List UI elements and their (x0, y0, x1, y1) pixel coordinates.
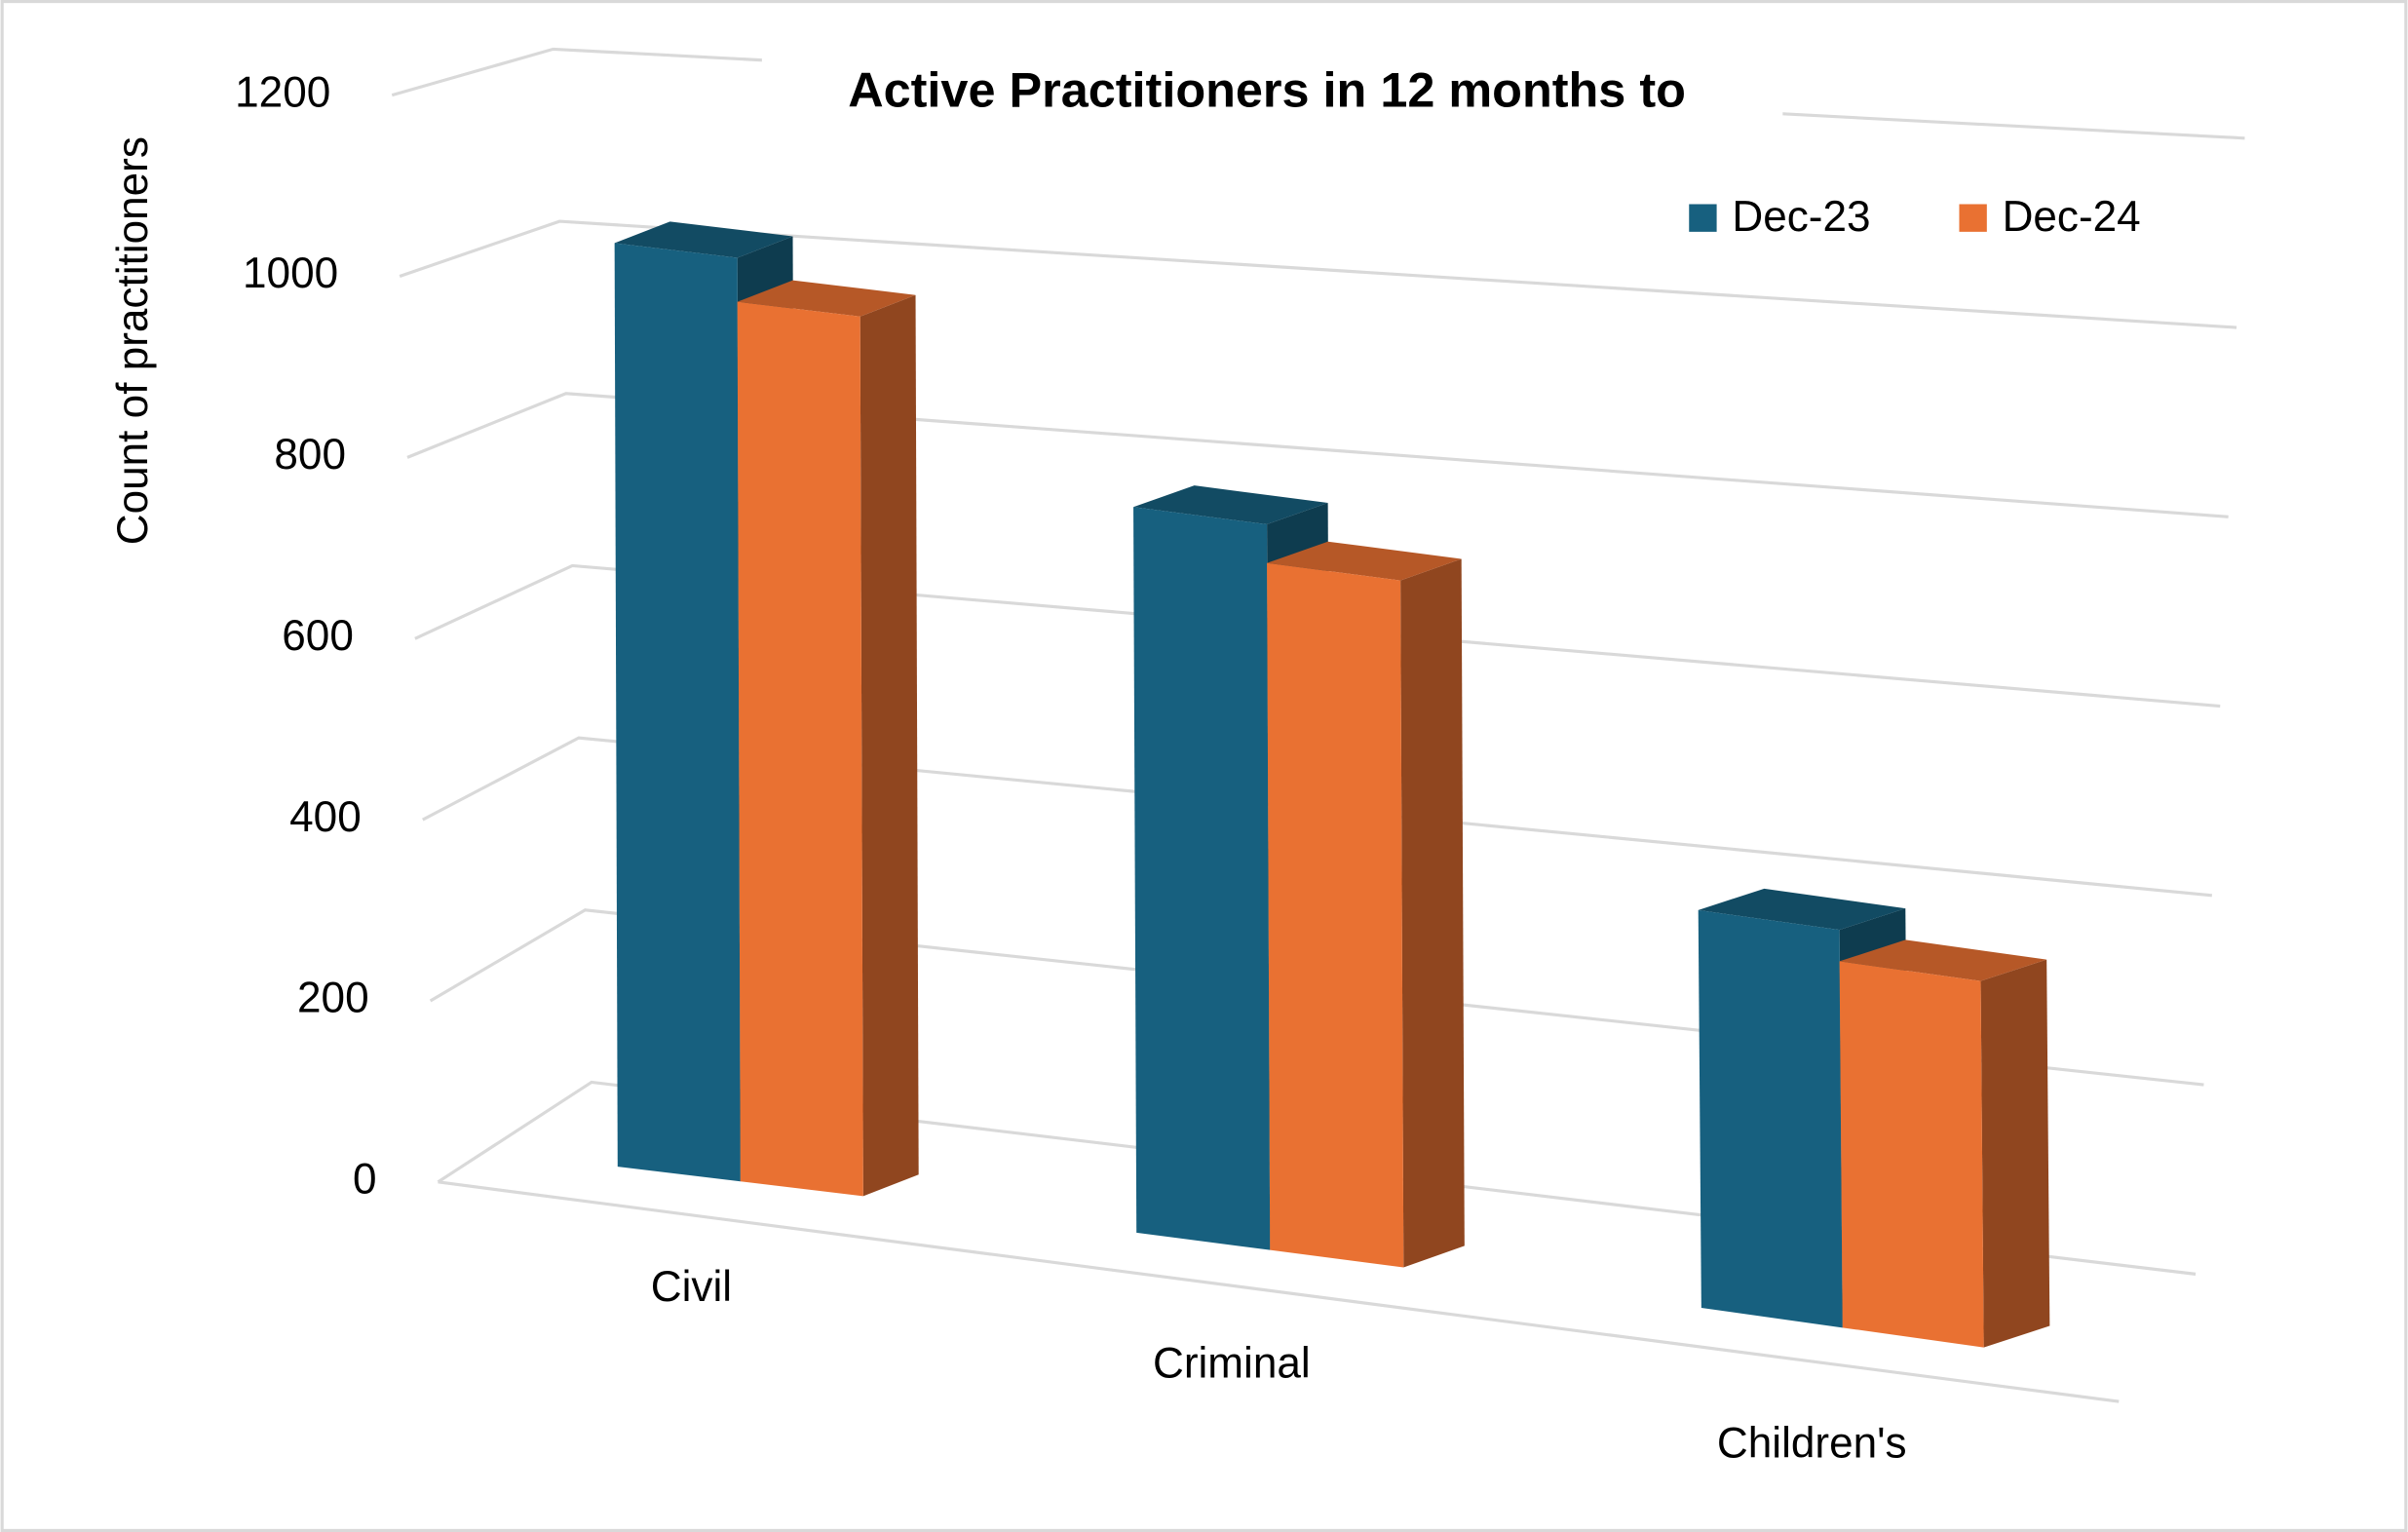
grid-line (429, 908, 2204, 1087)
bar (737, 301, 863, 1197)
bar (1267, 562, 1404, 1268)
bar-top (1698, 888, 1906, 931)
grid-line (406, 392, 2229, 518)
bar-side (1400, 558, 1465, 1268)
legend-label: Dec-23 (1732, 193, 1870, 241)
x-tick-label: Civil (651, 1263, 732, 1311)
y-tick-label: 1200 (235, 68, 330, 116)
grid-line (399, 219, 2237, 329)
y-tick-label: 400 (289, 793, 362, 841)
bar-top (1267, 541, 1462, 581)
legend-label: Dec-24 (2003, 193, 2141, 241)
bar-side (1980, 959, 2050, 1348)
y-axis-label: Count of practitioners (109, 136, 157, 545)
bar (1133, 507, 1271, 1250)
grid-line (414, 563, 2221, 709)
bar-top (1133, 485, 1328, 525)
floor-edge (438, 1180, 2120, 1403)
bar-top (1839, 939, 2047, 981)
x-tick-label: Criminal (1153, 1340, 1311, 1388)
bar (614, 243, 741, 1182)
x-tick-label: Children's (1717, 1419, 1907, 1467)
bar (1839, 961, 1984, 1348)
y-tick-label: 200 (297, 975, 369, 1022)
y-tick-label: 800 (274, 431, 346, 479)
title-backdrop (761, 55, 1783, 130)
bar-top (614, 221, 793, 258)
chart-title: Active Practitioners in 12 months to (848, 61, 1686, 117)
bar-side (860, 294, 919, 1197)
grid-line (422, 736, 2212, 898)
y-tick-label: 600 (282, 612, 354, 660)
bar (1698, 909, 1843, 1328)
legend-swatch (1689, 204, 1717, 232)
y-tick-label: 0 (353, 1156, 377, 1204)
y-tick-label: 1000 (243, 249, 338, 297)
grid-line (437, 1080, 2197, 1276)
bar-top (737, 280, 916, 317)
legend-swatch (1959, 204, 1987, 232)
